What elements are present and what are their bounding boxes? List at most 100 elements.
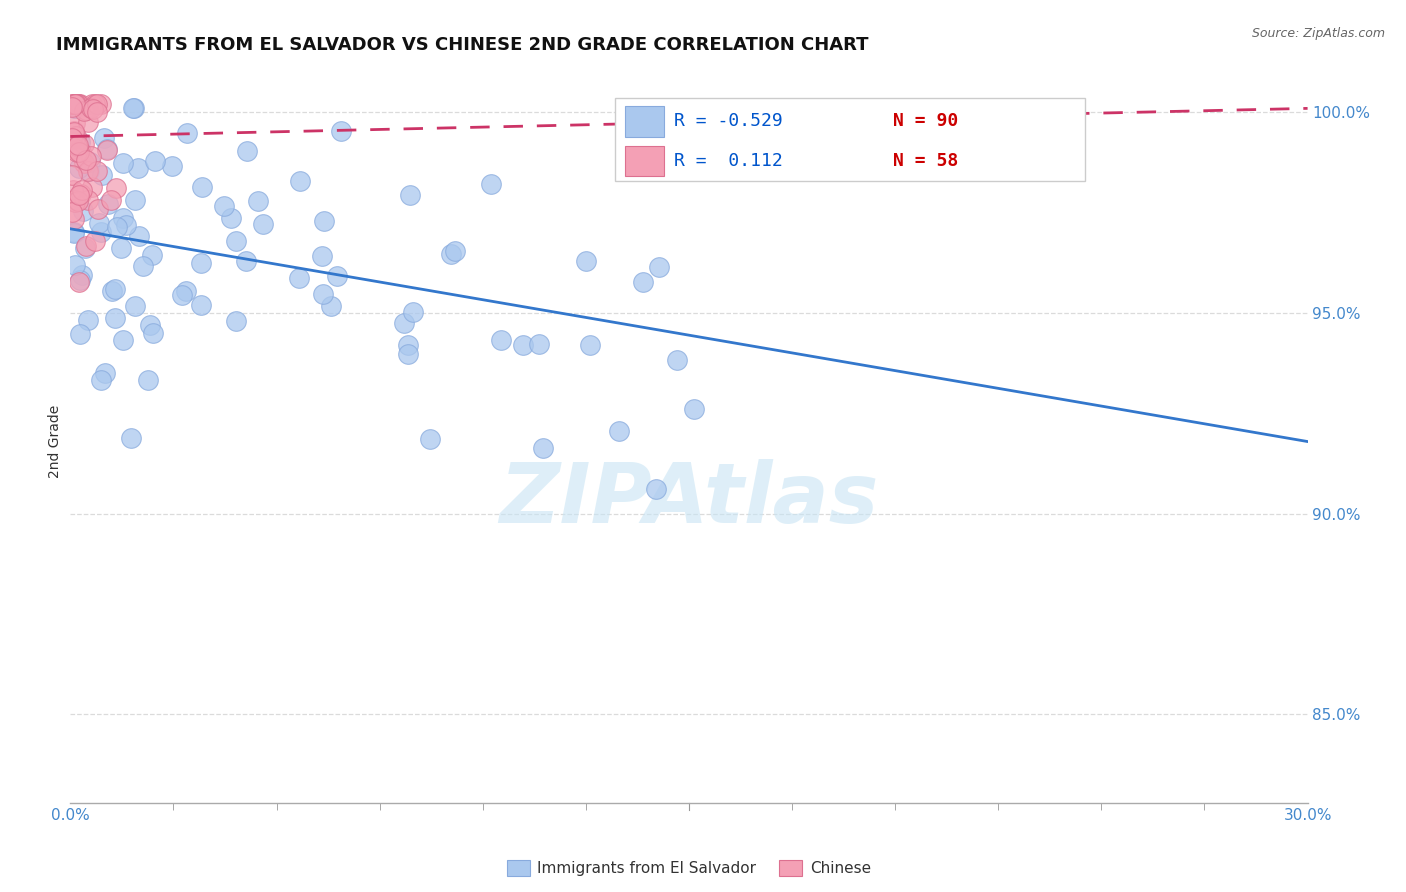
Point [398,187,420,202]
Point [312,213,335,227]
Point [96,142,118,156]
Point [312,287,335,301]
Point [440,247,463,261]
Point [65,129,87,144]
Point [136,373,159,387]
Point [330,124,353,138]
Point [80,180,103,194]
Point [67,97,90,112]
Point [70,268,93,282]
Point [141,247,163,261]
Point [93,131,115,145]
Point [489,333,512,347]
Point [77,164,100,178]
Point [396,346,419,360]
Point [575,254,598,268]
Point [97,197,120,211]
Point [77,163,100,178]
Point [69,145,91,159]
Point [225,234,247,248]
Point [105,220,128,235]
Point [87,216,110,230]
Point [170,287,193,301]
Point [115,218,138,232]
Point [60,131,83,145]
Point [79,155,101,169]
Point [86,104,108,119]
Point [60,97,83,112]
Point [645,482,668,496]
Text: N = 90: N = 90 [893,112,959,130]
Point [63,141,86,155]
Point [104,181,127,195]
Point [512,338,534,352]
Point [141,326,163,341]
Point [190,180,212,194]
Point [124,193,146,207]
Point [65,102,87,116]
Point [607,424,630,438]
Point [63,194,86,209]
Legend: Immigrants from El Salvador, Chinese: Immigrants from El Salvador, Chinese [501,854,877,882]
Point [111,211,134,226]
Point [190,298,212,312]
Point [69,97,91,112]
Point [321,299,343,313]
Point [479,178,502,192]
Point [66,138,89,153]
Point [67,138,90,153]
Point [73,156,96,170]
Point [72,137,94,152]
Point [176,127,198,141]
Point [100,193,122,207]
Text: Source: ZipAtlas.com: Source: ZipAtlas.com [1251,27,1385,40]
Point [80,101,103,115]
Point [63,97,86,112]
Point [111,333,134,347]
Point [235,253,257,268]
Point [67,145,90,160]
Point [104,282,127,296]
Point [62,97,84,112]
Point [76,313,98,327]
Point [112,155,135,169]
Point [62,183,84,197]
Point [77,115,100,129]
Point [139,318,162,332]
Point [127,161,149,176]
Point [160,159,183,173]
Point [63,226,86,240]
Point [174,285,197,299]
Point [63,116,86,130]
Point [75,153,97,168]
FancyBboxPatch shape [624,106,664,136]
Point [86,97,108,112]
Point [65,258,87,272]
Point [63,193,86,207]
Point [682,401,704,416]
Point [84,97,107,112]
Point [69,187,91,202]
Point [93,366,115,380]
Text: R =  0.112: R = 0.112 [673,153,783,170]
Point [212,199,235,213]
Point [132,259,155,273]
FancyBboxPatch shape [624,146,664,177]
Point [60,100,83,114]
Point [69,135,91,149]
Point [90,225,112,239]
Point [60,168,83,182]
Point [69,326,91,341]
Point [67,275,90,289]
Point [77,101,100,115]
Point [73,103,96,118]
Point [65,97,87,112]
Point [76,103,98,118]
Point [190,256,212,270]
Point [66,194,89,208]
Text: IMMIGRANTS FROM EL SALVADOR VS CHINESE 2ND GRADE CORRELATION CHART: IMMIGRANTS FROM EL SALVADOR VS CHINESE 2… [56,36,869,54]
Point [63,133,86,147]
Point [77,193,100,207]
Text: N = 58: N = 58 [893,153,959,170]
Point [578,337,600,351]
